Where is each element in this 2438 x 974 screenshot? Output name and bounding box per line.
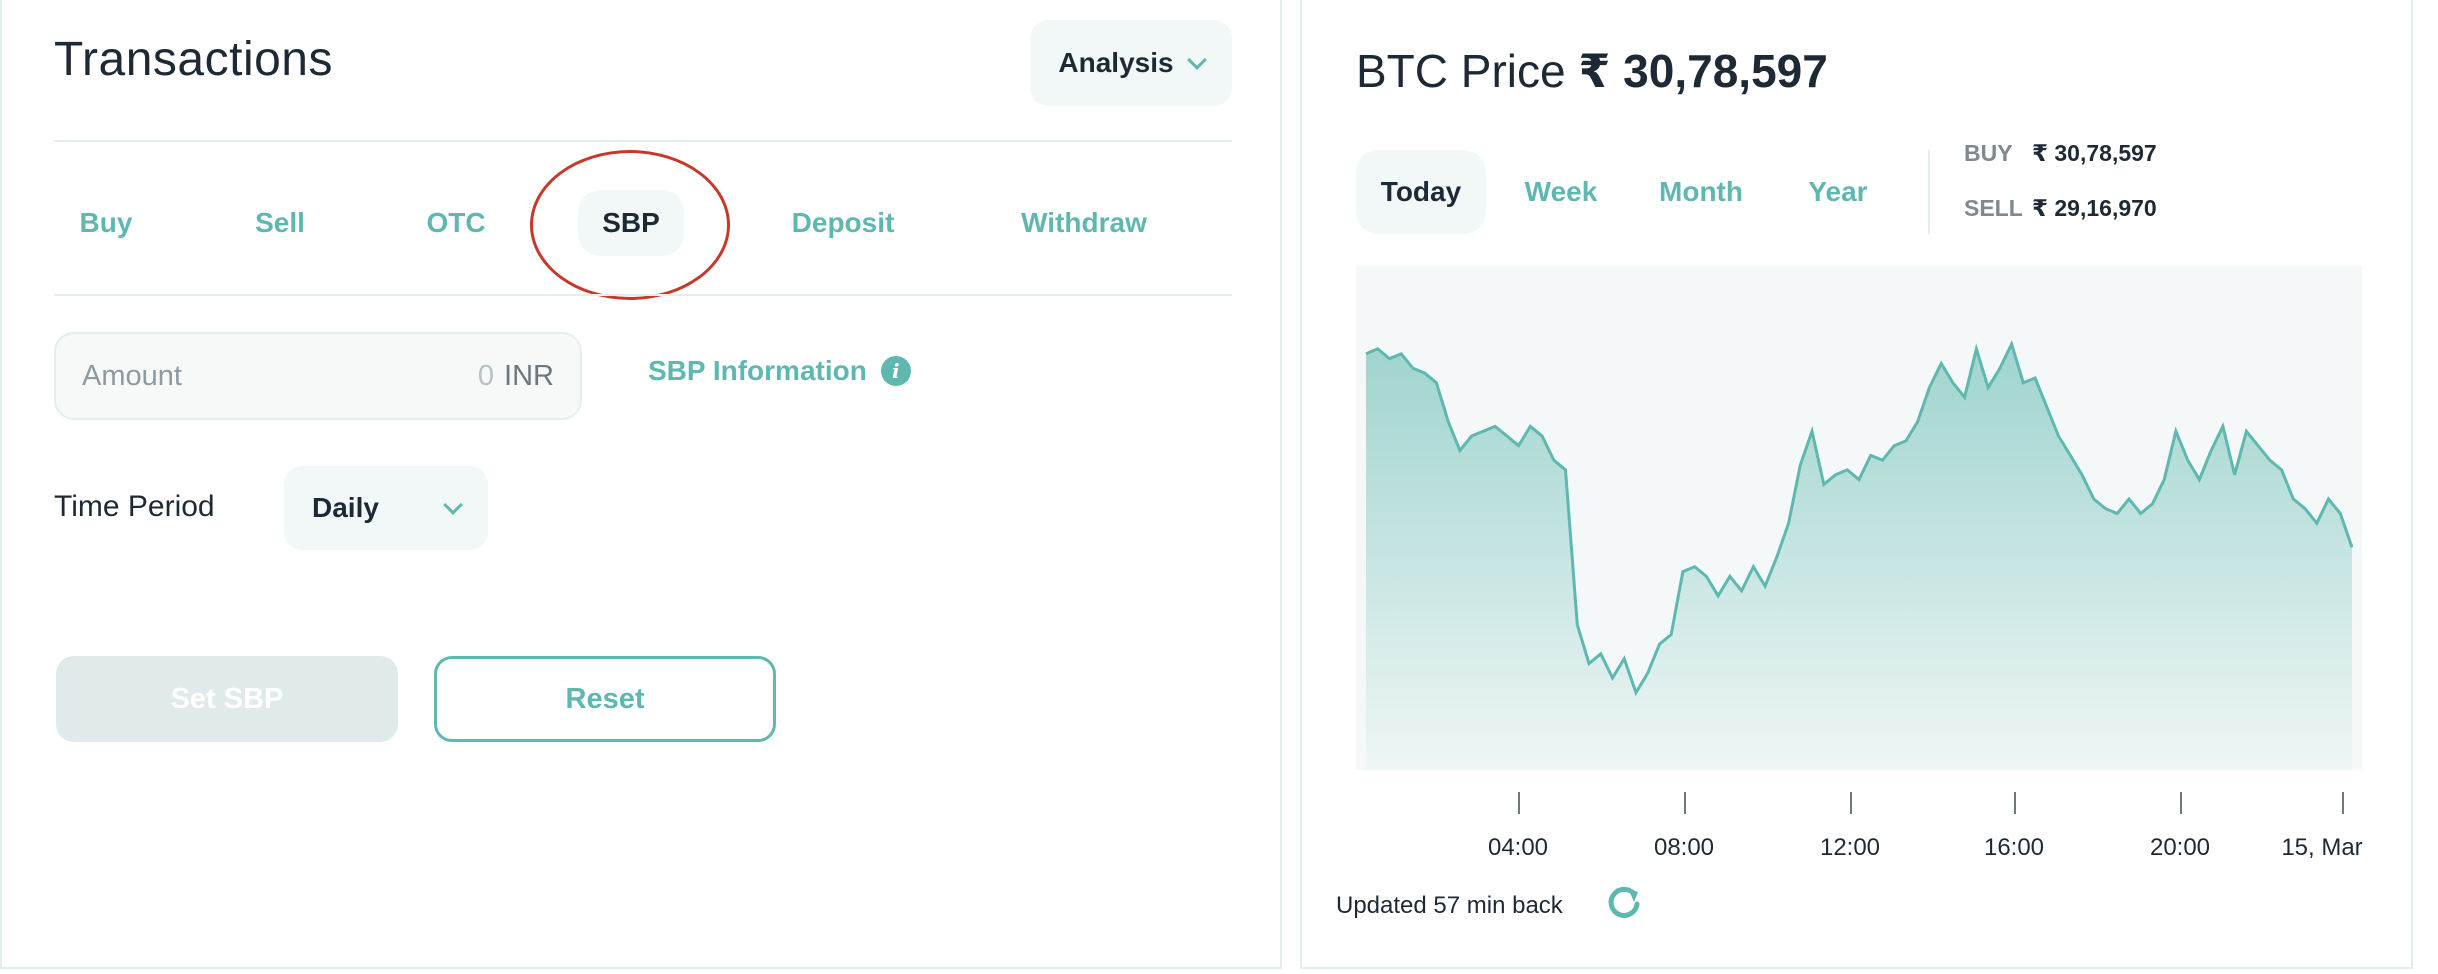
- tab-today[interactable]: Today: [1356, 150, 1486, 234]
- x-axis-tick: [1850, 792, 1852, 814]
- tab-year[interactable]: Year: [1786, 150, 1890, 234]
- tab-week[interactable]: Week: [1506, 150, 1616, 234]
- x-axis-tick: [2014, 792, 2016, 814]
- tab-label: Deposit: [791, 207, 895, 238]
- sbp-information-label: SBP Information: [648, 355, 867, 386]
- tab-sbp[interactable]: SBP: [578, 190, 684, 256]
- refresh-icon[interactable]: [1604, 882, 1644, 922]
- tab-otc[interactable]: OTC: [396, 190, 516, 256]
- price-title: BTC Price ₹ 30,78,597: [1356, 44, 1828, 98]
- tab-month[interactable]: Month: [1636, 150, 1766, 234]
- updated-text: Updated 57 min back: [1336, 892, 1563, 919]
- sell-label: SELL: [1964, 195, 2023, 221]
- buy-price: BUY ₹ 30,78,597: [1964, 140, 2157, 167]
- price-line: [1365, 339, 2354, 697]
- sell-price: SELL ₹ 29,16,970: [1964, 195, 2157, 222]
- divider: [1928, 150, 1930, 234]
- price-area: [1366, 344, 2352, 770]
- chevron-down-icon: [443, 495, 463, 515]
- info-icon: i: [880, 356, 911, 386]
- transactions-panel: Transactions Analysis Buy Sell OTC SBP D…: [0, 0, 1282, 969]
- price-chart: [1356, 266, 2362, 770]
- analysis-label: Analysis: [1058, 47, 1174, 78]
- chevron-down-icon: [1186, 50, 1207, 70]
- tab-label: Today: [1380, 176, 1462, 207]
- amount-input[interactable]: [82, 359, 478, 393]
- amount-value: 0: [477, 359, 495, 392]
- tab-label: SBP: [602, 207, 660, 238]
- tab-buy[interactable]: Buy: [54, 190, 158, 256]
- x-axis-tick-label: 04:00: [1487, 834, 1549, 861]
- transactions-title: Transactions: [54, 33, 333, 86]
- divider: [54, 140, 1232, 142]
- time-period-select[interactable]: Daily: [284, 466, 488, 550]
- transaction-tabs: Buy Sell OTC SBP Deposit Withdraw: [54, 190, 1232, 256]
- tab-sell[interactable]: Sell: [224, 190, 336, 256]
- time-period-label: Time Period: [54, 490, 215, 523]
- amount-field[interactable]: 0 INR: [54, 332, 582, 420]
- x-axis-tick: [2180, 792, 2182, 814]
- divider: [54, 294, 1232, 296]
- x-axis-tick-label: 20:00: [2149, 834, 2211, 861]
- buy-label: BUY: [1964, 140, 2013, 166]
- price-title-prefix: BTC Price: [1356, 45, 1566, 97]
- price-value: 30,78,597: [1623, 45, 1828, 97]
- x-axis-tick-label: 16:00: [1983, 834, 2045, 861]
- sell-value: ₹ 29,16,970: [2032, 195, 2157, 221]
- x-axis-tick: [1684, 792, 1686, 814]
- tab-label: Week: [1524, 176, 1598, 207]
- x-axis-tick: [2342, 792, 2344, 814]
- tab-label: Sell: [255, 207, 305, 238]
- analysis-dropdown[interactable]: Analysis: [1030, 20, 1232, 106]
- price-chart-svg: [1365, 339, 2354, 770]
- set-sbp-button[interactable]: Set SBP: [56, 656, 398, 742]
- tab-label: Withdraw: [1021, 207, 1147, 238]
- btc-price-panel: BTC Price ₹ 30,78,597 Today Week Month Y…: [1300, 0, 2413, 969]
- buy-value: ₹ 30,78,597: [2032, 140, 2157, 166]
- x-axis-tick-label: 08:00: [1653, 834, 1715, 861]
- sbp-information-link[interactable]: SBP Information i: [648, 355, 911, 387]
- tab-label: Month: [1659, 176, 1743, 207]
- tab-label: Buy: [79, 207, 133, 238]
- x-axis-tick-label: 12:00: [1819, 834, 1881, 861]
- tab-deposit[interactable]: Deposit: [760, 190, 926, 256]
- x-axis-tick-label: 15, Mar: [2281, 834, 2363, 861]
- tab-label: Year: [1808, 176, 1868, 207]
- x-axis-tick: [1518, 792, 1520, 814]
- reset-button[interactable]: Reset: [434, 656, 776, 742]
- tab-label: OTC: [426, 207, 486, 238]
- tab-withdraw[interactable]: Withdraw: [984, 190, 1184, 256]
- amount-unit: INR: [504, 359, 554, 392]
- currency-symbol: ₹: [1578, 45, 1611, 97]
- time-period-value: Daily: [312, 492, 379, 523]
